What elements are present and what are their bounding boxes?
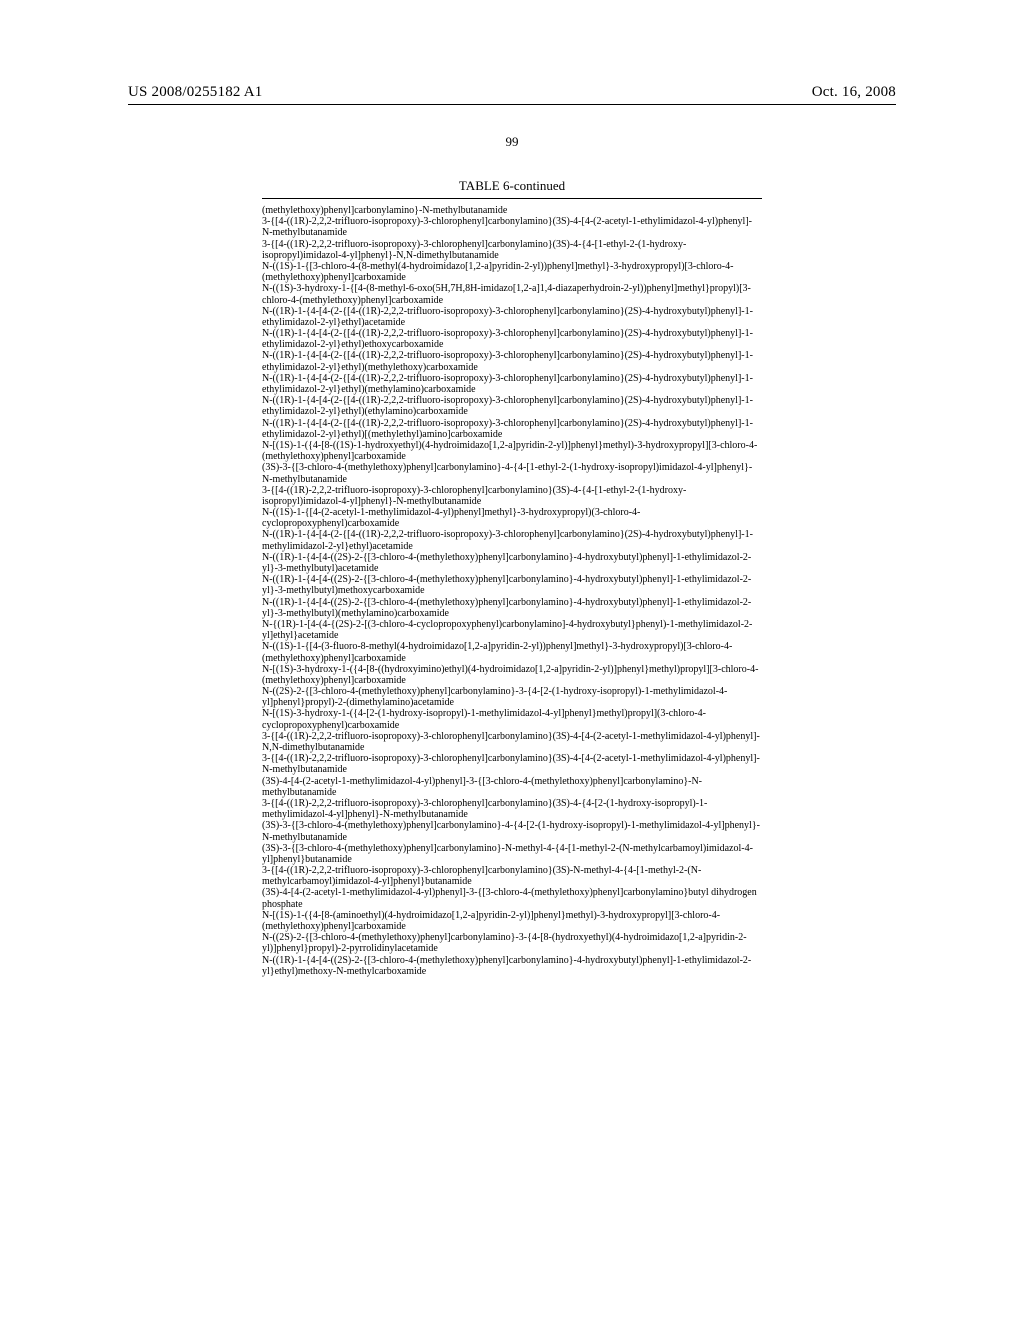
- compound-list: (methylethoxy)phenyl]carbonylamino}-N-me…: [262, 205, 762, 977]
- compound-name: N-[(1S)-1-({4-[8-((1S)-1-hydroxyethyl)(4…: [262, 440, 762, 462]
- compound-name: 3-{[4-((1R)-2,2,2-trifluoro-isopropoxy)-…: [262, 798, 762, 820]
- compound-name: N-((1R)-1-{4-[4-(2-{[4-((1R)-2,2,2-trifl…: [262, 328, 762, 350]
- compound-name: N-{(1R)-1-[4-(4-{(2S)-2-[(3-chloro-4-cyc…: [262, 619, 762, 641]
- compound-name: N-((1R)-1-{4-[4-(2-{[4-((1R)-2,2,2-trifl…: [262, 395, 762, 417]
- compound-name: (3S)-3-{[3-chloro-4-(methylethoxy)phenyl…: [262, 820, 762, 842]
- publication-date: Oct. 16, 2008: [812, 84, 896, 101]
- compound-name: N-((1R)-1-{4-[4-(2-{[4-((1R)-2,2,2-trifl…: [262, 306, 762, 328]
- compound-name: 3-{[4-((1R)-2,2,2-trifluoro-isopropoxy)-…: [262, 485, 762, 507]
- compound-name: N-((1R)-1-{4-[4-(2-{[4-((1R)-2,2,2-trifl…: [262, 350, 762, 372]
- compound-name: N-((1S)-1-{[4-(3-fluoro-8-methyl(4-hydro…: [262, 641, 762, 663]
- compound-name: N-((1R)-1-{4-[4-(2-{[4-((1R)-2,2,2-trifl…: [262, 373, 762, 395]
- compound-name: N-((1R)-1-{4-[4-((2S)-2-{[3-chloro-4-(me…: [262, 574, 762, 596]
- compound-name: (methylethoxy)phenyl]carbonylamino}-N-me…: [262, 205, 762, 216]
- page-header: US 2008/0255182 A1 Oct. 16, 2008: [128, 84, 896, 101]
- compound-name: 3-{[4-((1R)-2,2,2-trifluoro-isopropoxy)-…: [262, 753, 762, 775]
- compound-name: N-((1R)-1-{4-[4-(2-{[4-((1R)-2,2,2-trifl…: [262, 418, 762, 440]
- compound-name: (3S)-3-{[3-chloro-4-(methylethoxy)phenyl…: [262, 462, 762, 484]
- compound-name: 3-{[4-((1R)-2,2,2-trifluoro-isopropoxy)-…: [262, 865, 762, 887]
- compound-name: N-[(1S)-3-hydroxy-1-({4-[8-((hydroxyimin…: [262, 664, 762, 686]
- compound-name: N-[(1S)-1-({4-[8-(aminoethyl)(4-hydroimi…: [262, 910, 762, 932]
- compound-name: N-((1S)-3-hydroxy-1-{[4-(8-methyl-6-oxo(…: [262, 283, 762, 305]
- patent-page: US 2008/0255182 A1 Oct. 16, 2008 99 TABL…: [0, 0, 1024, 1320]
- compound-name: N-((1R)-1-{4-[4-((2S)-2-{[3-chloro-4-(me…: [262, 597, 762, 619]
- compound-name: N-((2S)-2-{[3-chloro-4-(methylethoxy)phe…: [262, 686, 762, 708]
- compound-name: N-[(1S)-3-hydroxy-1-({4-[2-(1-hydroxy-is…: [262, 708, 762, 730]
- page-number: 99: [0, 134, 1024, 150]
- compound-name: 3-{[4-((1R)-2,2,2-trifluoro-isopropoxy)-…: [262, 731, 762, 753]
- compound-name: (3S)-4-[4-(2-acetyl-1-methylimidazol-4-y…: [262, 776, 762, 798]
- compound-name: (3S)-4-[4-(2-acetyl-1-methylimidazol-4-y…: [262, 887, 762, 909]
- compound-name: (3S)-3-{[3-chloro-4-(methylethoxy)phenyl…: [262, 843, 762, 865]
- table-top-rule: [262, 198, 762, 199]
- compound-name: N-((2S)-2-{[3-chloro-4-(methylethoxy)phe…: [262, 932, 762, 954]
- compound-name: 3-{[4-((1R)-2,2,2-trifluoro-isopropoxy)-…: [262, 239, 762, 261]
- compound-name: N-((1R)-1-{4-[4-((2S)-2-{[3-chloro-4-(me…: [262, 955, 762, 977]
- table-title: TABLE 6-continued: [262, 178, 762, 194]
- table-6-continued: TABLE 6-continued (methylethoxy)phenyl]c…: [262, 178, 762, 977]
- compound-name: N-((1S)-1-{[4-(2-acetyl-1-methylimidazol…: [262, 507, 762, 529]
- compound-name: N-((1R)-1-{4-[4-((2S)-2-{[3-chloro-4-(me…: [262, 552, 762, 574]
- header-rule: [128, 104, 896, 105]
- compound-name: N-((1S)-1-{[3-chloro-4-(8-methyl(4-hydro…: [262, 261, 762, 283]
- compound-name: N-((1R)-1-{4-[4-(2-{[4-((1R)-2,2,2-trifl…: [262, 529, 762, 551]
- publication-number: US 2008/0255182 A1: [128, 84, 262, 101]
- compound-name: 3-{[4-((1R)-2,2,2-trifluoro-isopropoxy)-…: [262, 216, 762, 238]
